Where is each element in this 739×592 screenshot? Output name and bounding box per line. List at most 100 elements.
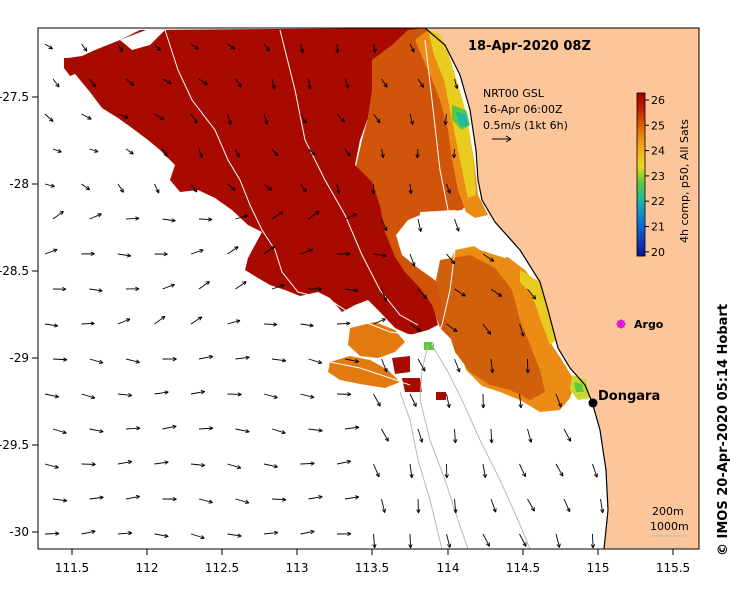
current-arrow-icon: [371, 183, 376, 195]
current-arrow-icon: [89, 495, 104, 500]
sst-patch-red-small: [392, 356, 410, 374]
current-arrow-icon: [52, 210, 64, 220]
contour-1000m-north: [279, 29, 419, 326]
current-arrow-icon: [519, 323, 525, 337]
sst-yellow-coast-south: [520, 270, 556, 345]
current-arrow-icon: [162, 148, 168, 157]
current-arrow-icon: [408, 183, 413, 195]
colorbar-tick-label: 23: [651, 170, 665, 183]
argo-label: Argo: [634, 318, 664, 331]
current-arrow-icon: [190, 43, 199, 50]
current-arrow-icon: [89, 288, 103, 293]
argo-marker-icon: [616, 319, 626, 329]
current-arrow-icon: [308, 287, 322, 292]
current-arrow-icon: [263, 183, 273, 191]
current-arrow-icon: [117, 113, 129, 119]
colorbar-tick-label: 22: [651, 195, 665, 208]
current-arrow-icon: [44, 183, 55, 188]
cloud-gap-2: [462, 222, 520, 258]
current-arrow-icon: [125, 494, 141, 500]
current-arrow-icon: [81, 393, 96, 400]
colorbar-tick-label: 24: [651, 145, 665, 158]
current-arrow-icon: [453, 428, 458, 444]
contour-offshore-loop: [329, 361, 411, 386]
current-arrow-icon: [154, 315, 166, 325]
current-arrow-icon: [271, 78, 276, 89]
colorbar-tick-label: 25: [651, 119, 665, 132]
current-arrow-icon: [300, 183, 307, 193]
current-arrow-icon: [381, 428, 389, 442]
cloud-gap-3: [120, 30, 165, 50]
depth-legend-1000m: 1000m: [650, 520, 689, 533]
current-arrow-icon: [373, 113, 381, 124]
current-arrow-icon: [518, 393, 523, 409]
current-arrow-icon: [417, 428, 424, 443]
current-arrow-icon: [344, 148, 351, 157]
current-arrow-icon: [555, 393, 562, 408]
current-arrow-icon: [125, 358, 140, 364]
current-arrow-icon: [482, 533, 490, 547]
current-arrow-icon: [271, 211, 284, 220]
current-arrow-icon: [443, 113, 448, 126]
current-arrow-icon: [271, 148, 279, 157]
current-arrow-icon: [336, 251, 351, 257]
current-arrow-icon: [263, 43, 270, 52]
current-arrow-icon: [162, 356, 177, 362]
x-tick-label: 113: [286, 561, 309, 575]
current-arrow-icon: [154, 43, 161, 52]
current-arrow-icon: [490, 288, 503, 297]
current-arrow-icon: [52, 148, 62, 153]
current-arrow-icon: [263, 530, 279, 535]
current-arrow-icon: [417, 218, 423, 232]
current-arrow-icon: [125, 286, 140, 291]
x-tick-label: 115: [587, 561, 610, 575]
current-arrow-icon: [519, 533, 527, 547]
current-arrow-icon: [271, 428, 286, 435]
current-arrow-icon: [89, 78, 96, 88]
current-arrow-icon: [89, 148, 99, 153]
current-arrow-icon: [44, 463, 59, 469]
map-plot-area: [38, 28, 699, 549]
current-arrow-icon: [154, 252, 168, 257]
current-arrow-icon: [117, 530, 133, 536]
current-arrow-icon: [227, 463, 242, 470]
sst-green-dongara: [574, 382, 584, 392]
current-arrow-icon: [235, 281, 247, 290]
current-arrow-icon: [344, 495, 360, 500]
current-arrow-icon: [235, 148, 240, 158]
x-tick-label: 114.5: [506, 561, 540, 575]
current-arrow-icon: [190, 389, 206, 395]
current-arrow-icon: [162, 496, 177, 502]
current-arrow-icon: [490, 498, 497, 513]
colorbar-tick-label: 20: [651, 246, 665, 259]
y-axis: -27.5 -28 -28.5 -29 -29.5 -30: [0, 90, 38, 539]
current-arrow-icon: [308, 428, 323, 433]
current-arrow-icon: [271, 283, 285, 290]
current-arrow-icon: [446, 323, 458, 333]
current-arrow-icon: [52, 357, 68, 362]
sst-patch-west-1: [348, 322, 405, 358]
gsl-scale-label: 0.5m/s (1kt 6h): [483, 119, 568, 132]
current-arrow-icon: [415, 148, 420, 159]
y-tick-label: -28: [9, 177, 29, 191]
current-arrow-icon: [300, 461, 315, 466]
current-arrow-icon: [308, 210, 320, 220]
current-arrow-icon: [263, 113, 269, 125]
current-arrow-icon: [482, 323, 492, 335]
current-arrow-icon: [227, 183, 236, 191]
contour-200m-south: [419, 344, 469, 549]
current-arrow-icon: [271, 358, 287, 363]
current-arrow-icon: [227, 319, 241, 325]
current-arrow-icon: [198, 217, 213, 222]
plot-frame: [37, 27, 700, 550]
colorbar-gradient: [636, 92, 646, 257]
current-arrow-icon: [308, 148, 316, 156]
current-arrow-icon: [162, 78, 172, 85]
current-arrow-icon: [300, 323, 314, 328]
current-arrow-icon: [336, 113, 345, 123]
current-arrow-icon: [481, 393, 486, 409]
current-arrow-icon: [344, 358, 360, 364]
current-arrow-icon: [409, 253, 416, 267]
current-arrow-icon: [227, 113, 232, 125]
